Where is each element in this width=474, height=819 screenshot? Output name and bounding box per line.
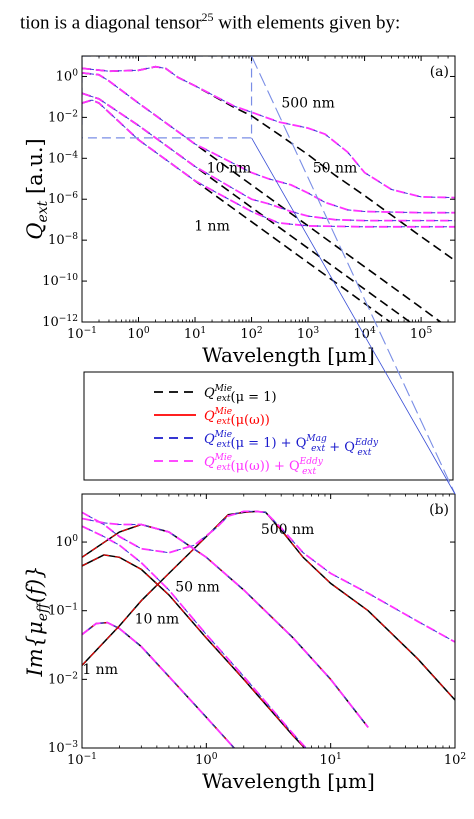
paper-text-line: tion is a diagonal tensor25 with element… <box>20 6 470 34</box>
curve-size-label: 10 nm <box>207 161 252 177</box>
legend: QMie ext(μ = 1)QMie ext(μ(ω))QMie ext(μ = 1… <box>83 371 454 481</box>
text-before-citation: tion is a diagonal tensor <box>20 12 202 34</box>
plot-frame <box>81 55 456 323</box>
tick-label: 10−1 <box>48 603 78 619</box>
series-line-500nm <box>82 65 455 199</box>
series-group <box>82 510 455 748</box>
legend-entry-label: QMie ext(μ(ω)) + QEddy ext <box>204 453 324 477</box>
series-line-1nm <box>82 621 236 748</box>
zoom-connector-line <box>251 55 456 495</box>
tick-label: 100 <box>195 752 218 768</box>
curve-size-label: 500 nm <box>261 522 314 538</box>
inset-zoom-box <box>82 56 253 139</box>
tick-label: 10−2 <box>48 671 78 687</box>
curve-size-label: 50 nm <box>313 161 358 177</box>
series-line-500nm <box>82 510 455 701</box>
tick-label: 10−8 <box>48 232 78 248</box>
panel-label: (b) <box>429 502 449 518</box>
series-line-50nm <box>82 523 369 728</box>
x-axis-label: Wavelength [μm] <box>202 343 375 367</box>
tick-label: 10−2 <box>48 109 78 125</box>
tick-label: 10−4 <box>48 150 78 166</box>
tick-label: 102 <box>444 752 466 768</box>
series-line-50nm <box>82 517 369 728</box>
curve-size-label: 500 nm <box>281 96 334 112</box>
tick-label: 100 <box>56 534 79 550</box>
tick-label: 10−1 <box>67 326 97 342</box>
series-line-overlay <box>82 510 455 701</box>
curve-size-label: 10 nm <box>135 612 180 628</box>
tick-label: 100 <box>127 326 150 342</box>
chart-panel-a: 10−1 100 101 102 103 104 105 100 10−2 10−4 10−6 10−… <box>42 55 456 367</box>
tick-label: 100 <box>56 68 79 84</box>
curve-size-label: 1 nm <box>82 662 118 678</box>
legend-entry-label: QMie ext(μ(ω)) <box>204 407 270 428</box>
tick-label: 102 <box>240 326 262 342</box>
tick-label: 10−3 <box>48 740 78 756</box>
tick-label: 103 <box>297 326 320 342</box>
legend-entry-label: QMie ext(μ = 1) + QMag ext + QEddy ext <box>204 430 379 458</box>
tick-label: 10−6 <box>48 191 78 207</box>
tick-label: 10−10 <box>42 273 78 289</box>
series-line-overlay <box>82 523 369 728</box>
series-line-10nm <box>82 92 455 222</box>
panel-label: (a) <box>430 64 449 80</box>
plot-frame <box>81 493 456 749</box>
series-line-500nm <box>82 510 455 643</box>
x-axis-label: Wavelength [μm] <box>202 769 375 793</box>
text-after-citation: with elements given by: <box>213 12 401 34</box>
series-line-1nm <box>82 99 455 228</box>
series-line-overlay <box>82 72 455 214</box>
tick-label: 10−12 <box>42 314 78 330</box>
tick-label: 105 <box>410 326 433 342</box>
series-line-overlay <box>82 525 307 748</box>
y-axis-label-b: Im{μeff(f)} <box>23 566 51 678</box>
citation-number: 25 <box>201 10 214 24</box>
series-group <box>82 65 455 322</box>
series-line-10nm <box>82 92 412 322</box>
tick-label: 10−1 <box>67 752 97 768</box>
series-line-50nm <box>82 72 442 322</box>
series-line-10nm <box>82 525 308 748</box>
series-line-10nm <box>82 554 306 748</box>
y-axis-label-a: Qext [a.u.] <box>23 138 51 240</box>
series-line-500nm <box>82 65 455 262</box>
curve-size-label: 50 nm <box>175 580 220 596</box>
curve-size-label: 1 nm <box>194 218 230 234</box>
tick-label: 101 <box>319 752 341 768</box>
tick-label: 101 <box>184 326 206 342</box>
tick-label: 104 <box>353 326 376 342</box>
legend-entry-label: QMie ext(μ = 1) <box>204 384 277 405</box>
series-line-overlay <box>82 92 455 222</box>
series-line-overlay <box>82 622 235 748</box>
zoom-connector-line <box>251 137 456 495</box>
legend-box <box>83 371 454 481</box>
chart-panel-b: 10−1 100 101 102 100 10−1 10−2 10−3 (b) 500 nm 50 … <box>48 493 466 793</box>
